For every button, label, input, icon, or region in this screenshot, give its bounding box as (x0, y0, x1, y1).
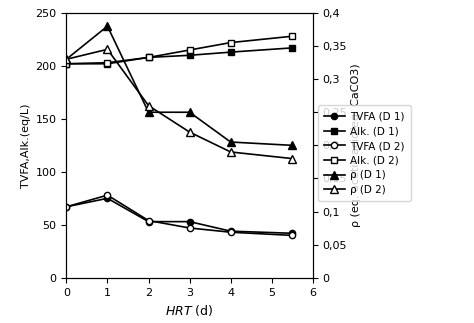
TVFA (D 2) (187, 226, 192, 230)
TVFA (D 1) (228, 229, 234, 233)
TVFA (D 2) (105, 193, 110, 197)
ρ (D 2) (105, 47, 110, 51)
Alk. (D 1) (146, 56, 151, 59)
Line: ρ (D 1): ρ (D 1) (63, 22, 296, 149)
TVFA (D 2) (64, 205, 69, 209)
Alk. (D 1) (105, 62, 110, 66)
ρ (D 1) (146, 110, 151, 114)
Alk. (D 1) (187, 53, 192, 57)
Alk. (D 1) (290, 46, 295, 50)
TVFA (D 1) (64, 205, 69, 209)
ρ (D 1) (187, 110, 192, 114)
Legend: TVFA (D 1), Alk. (D 1), TVFA (D 2), Alk. (D 2), ρ (D 1), ρ (D 2): TVFA (D 1), Alk. (D 1), TVFA (D 2), Alk.… (318, 105, 410, 202)
TVFA (D 2) (228, 230, 234, 234)
Alk. (D 2) (228, 41, 234, 45)
TVFA (D 2) (290, 234, 295, 237)
TVFA (D 1) (105, 196, 110, 200)
ρ (D 2) (64, 57, 69, 61)
ρ (D 1) (64, 57, 69, 61)
TVFA (D 1) (187, 220, 192, 224)
Line: ρ (D 2): ρ (D 2) (63, 46, 296, 162)
Line: Alk. (D 1): Alk. (D 1) (63, 45, 295, 67)
ρ (D 2) (146, 104, 151, 108)
Alk. (D 1) (228, 50, 234, 54)
ρ (D 1) (290, 143, 295, 147)
Alk. (D 2) (290, 34, 295, 38)
Y-axis label: ρ (eq. acetic acid/eq. CaCO3): ρ (eq. acetic acid/eq. CaCO3) (351, 64, 361, 227)
ρ (D 2) (187, 130, 192, 134)
TVFA (D 2) (146, 219, 151, 223)
ρ (D 2) (228, 150, 234, 154)
Y-axis label: TVFA,Alk.(eq/L): TVFA,Alk.(eq/L) (21, 103, 31, 188)
ρ (D 1) (105, 24, 110, 28)
Line: TVFA (D 2): TVFA (D 2) (63, 192, 295, 238)
ρ (D 2) (290, 157, 295, 161)
Alk. (D 2) (105, 61, 110, 65)
X-axis label: $\mathit{HRT}$ (d): $\mathit{HRT}$ (d) (165, 303, 214, 318)
TVFA (D 1) (146, 220, 151, 224)
Line: TVFA (D 1): TVFA (D 1) (63, 195, 295, 236)
Alk. (D 2) (64, 62, 69, 66)
Alk. (D 1) (64, 62, 69, 66)
Alk. (D 2) (187, 48, 192, 52)
TVFA (D 1) (290, 231, 295, 235)
ρ (D 1) (228, 140, 234, 144)
Line: Alk. (D 2): Alk. (D 2) (63, 33, 295, 67)
Alk. (D 2) (146, 56, 151, 59)
